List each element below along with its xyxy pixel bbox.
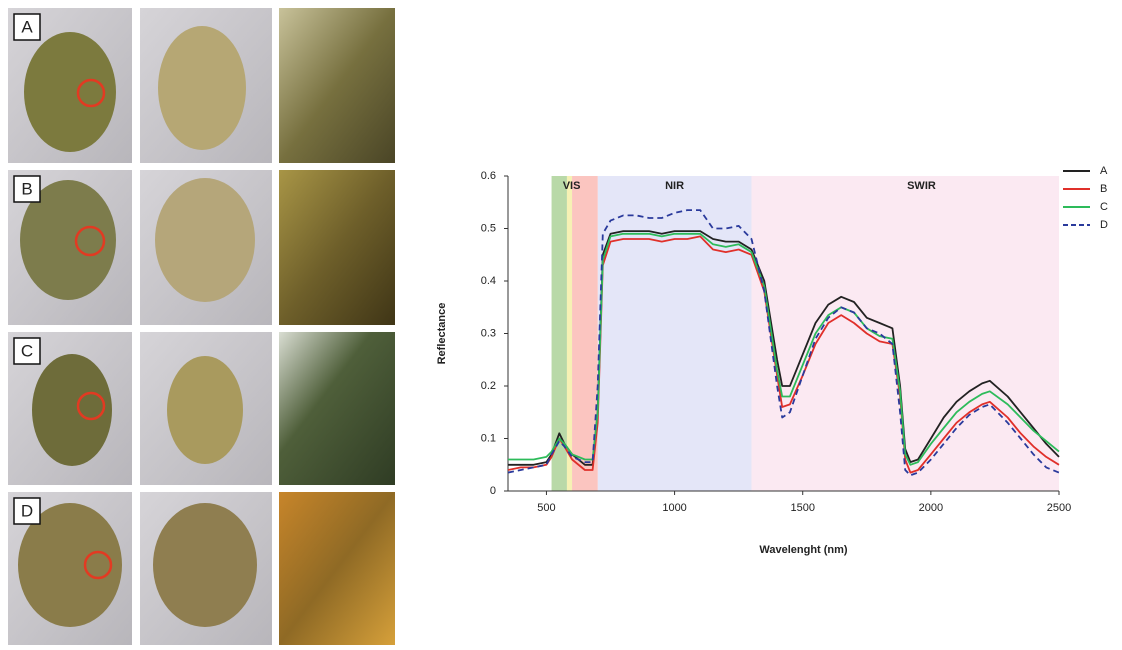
panel-label: B — [21, 179, 32, 198]
legend-label: A — [1100, 165, 1108, 177]
region-label: NIR — [665, 180, 684, 192]
photo-zoom — [279, 8, 395, 163]
panel-label-box — [13, 13, 41, 41]
panel-label-box — [13, 337, 41, 365]
series-line — [508, 230, 1060, 466]
leaf — [32, 354, 112, 466]
photo-zoom — [279, 492, 395, 645]
marker-circle — [74, 225, 106, 257]
panel-label-box — [13, 497, 41, 525]
leaf — [24, 32, 116, 152]
leaf — [20, 180, 116, 300]
photo-zoom — [279, 170, 395, 325]
leaf-photos — [8, 8, 395, 645]
legend-label: C — [1100, 201, 1108, 213]
x-tick-label: 2000 — [919, 502, 943, 514]
marker-circle — [76, 78, 106, 108]
marker-circle — [76, 391, 106, 421]
photo-row — [8, 8, 395, 163]
panel-label-box — [13, 175, 41, 203]
leaf — [155, 178, 255, 302]
photo-zoom — [279, 332, 395, 485]
legend-label: D — [1100, 219, 1108, 231]
photo-row — [8, 332, 395, 485]
y-tick-label: 0.6 — [481, 170, 496, 182]
leaf — [167, 356, 243, 464]
panel-label: D — [21, 501, 33, 520]
x-axis-label: Wavelenght (nm) — [759, 544, 848, 556]
x-tick-label: 2500 — [1047, 502, 1071, 514]
marker-circle — [83, 550, 113, 580]
region-label: SWIR — [907, 180, 936, 192]
region-label: VIS — [563, 180, 581, 192]
photo-row — [8, 170, 395, 325]
series-line — [508, 232, 1060, 466]
band — [551, 176, 567, 491]
x-tick-label: 1000 — [662, 502, 686, 514]
photo-row — [8, 492, 395, 645]
y-tick-label: 0.5 — [481, 222, 496, 234]
series-line — [507, 235, 1060, 474]
y-tick-label: 0.1 — [481, 432, 496, 444]
y-axis-label: Reflectance — [436, 303, 448, 365]
leaf — [158, 26, 246, 150]
x-tick-label: 1500 — [790, 502, 814, 514]
y-tick-label: 0.4 — [481, 275, 496, 287]
y-tick-label: 0 — [490, 485, 496, 497]
series-line — [507, 209, 1060, 477]
region — [597, 176, 752, 491]
x-tick-label: 500 — [537, 502, 555, 514]
panel-label: A — [21, 17, 33, 36]
band — [566, 176, 573, 491]
legend-label: B — [1100, 183, 1107, 195]
panel-label: C — [21, 341, 33, 360]
y-tick-label: 0.2 — [481, 380, 496, 392]
leaf — [153, 503, 257, 627]
leaf — [18, 503, 122, 627]
y-tick-label: 0.3 — [481, 327, 496, 339]
